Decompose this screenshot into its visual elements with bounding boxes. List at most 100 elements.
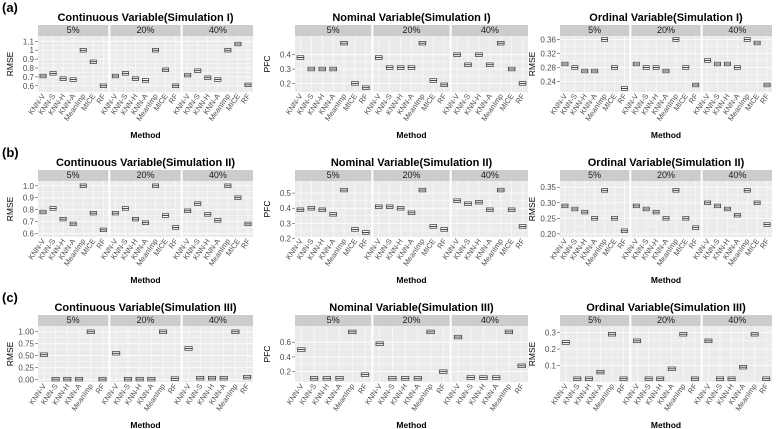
facet-strip-label: 20% [136, 315, 154, 325]
chart-panel-7: Continuous Variable(Simulation III) RMSE 0… [5, 302, 253, 429]
facet-strip-label: 40% [209, 25, 227, 35]
y-tick-label: 0.3 [280, 65, 292, 74]
facet-strip-label: 40% [481, 315, 499, 325]
row-label-b: (b) [2, 145, 19, 160]
facet-panel-bg [182, 326, 253, 382]
facet-strip [373, 315, 450, 326]
facet-strip-label: 5% [67, 315, 80, 325]
y-tick-label: 0.9 [23, 55, 35, 64]
x-axis-label: Method [130, 420, 160, 429]
facet-strip-label: 40% [728, 25, 746, 35]
facet-strip [702, 25, 772, 36]
y-tick-label: 0.8 [23, 64, 35, 73]
facet-strip [38, 170, 109, 181]
y-tick-label: 0.3 [545, 329, 557, 338]
facet-strip [110, 315, 181, 326]
y-tick-label: 0.2 [545, 345, 557, 354]
chart-panel-2: Nominal Variable(Simulation I) PFC 0.2 0.3 0… [262, 12, 528, 140]
facet-panel-bg [110, 326, 181, 382]
facet-strip [295, 315, 372, 326]
y-tick-label: 0.3 [280, 219, 292, 228]
x-tick-label: RF [239, 92, 252, 106]
y-tick-label: 0.6 [23, 229, 35, 238]
facet-panel-bg [295, 326, 372, 382]
y-tick-label: 0.5 [280, 189, 292, 198]
facet-panel-bg [38, 326, 109, 382]
facet-panel-bg [631, 326, 701, 382]
facet-strip-label: 20% [136, 25, 154, 35]
facet-strip-label: 5% [67, 25, 80, 35]
facet-strip-label: 40% [209, 315, 227, 325]
x-axis-label: Method [651, 130, 681, 140]
chart-title: Continuous Variable(Simulation I) [57, 12, 233, 24]
chart-panel-1: Continuous Variable(Simulation I) RMSE 0.6… [5, 12, 253, 140]
facet-panel-bg [373, 326, 450, 382]
facet-strip-label: 20% [657, 170, 675, 180]
y-axis-label: RMSE [5, 196, 15, 221]
y-axis-label: RMSE [5, 341, 15, 366]
y-tick-label: 0.4 [280, 204, 292, 213]
facet-strip [38, 25, 109, 36]
y-tick-label: 0.24 [540, 78, 556, 87]
facet-strip [373, 25, 450, 36]
y-tick-label: 0.6 [23, 82, 35, 91]
y-tick-label: 0.30 [540, 199, 556, 208]
facet-strip [295, 170, 372, 181]
y-tick-label: 1 [30, 46, 35, 55]
facet-strip [451, 315, 528, 326]
x-tick-label: RF [239, 237, 252, 251]
facet-strip-label: 40% [481, 25, 499, 35]
y-tick-label: 1.1 [23, 37, 35, 46]
chart-panel-4: Continuous Variable(Simulation II) RMSE 0.… [5, 157, 253, 285]
y-tick-label: 1.00 [18, 328, 34, 337]
facet-strip [182, 315, 253, 326]
y-tick-label: 0.1 [545, 362, 557, 371]
y-tick-label: 0.2 [280, 235, 292, 244]
facet-strip-label: 5% [588, 25, 601, 35]
chart-title: Nominal Variable(Simulation I) [332, 12, 491, 24]
y-tick-label: 0.2 [280, 368, 292, 377]
facet-panel-bg [451, 326, 528, 382]
y-tick-label: 0.00 [18, 376, 34, 385]
y-tick-label: 0.25 [540, 214, 556, 223]
facet-strip-label: 20% [657, 315, 675, 325]
chart-panels: Continuous Variable(Simulation I) RMSE 0.6… [5, 12, 772, 429]
y-axis-label: RMSE [527, 51, 537, 76]
y-tick-label: 0.6 [280, 338, 292, 347]
facet-strip-label: 40% [728, 170, 746, 180]
facet-strip [631, 315, 701, 326]
facet-panel-bg [702, 326, 772, 382]
x-axis-label: Method [130, 275, 160, 285]
facet-strip-label: 5% [327, 170, 340, 180]
y-tick-label: 0.2 [280, 79, 292, 88]
x-tick-label: RF [758, 237, 771, 251]
facet-strip-label: 20% [402, 170, 420, 180]
facet-strip [631, 25, 701, 36]
facet-strip-label: 40% [481, 170, 499, 180]
row-label-c: (c) [2, 290, 18, 305]
chart-title: Continuous Variable(Simulation III) [54, 302, 236, 314]
facet-strip [451, 25, 528, 36]
facet-strip-label: 5% [327, 315, 340, 325]
x-tick-label: RF [757, 382, 770, 396]
chart-panel-8: Nominal Variable(Simulation III) PFC 0.2 0.… [262, 302, 528, 429]
chart-title: Nominal Variable(Simulation II) [331, 157, 493, 169]
facet-strip [38, 315, 109, 326]
